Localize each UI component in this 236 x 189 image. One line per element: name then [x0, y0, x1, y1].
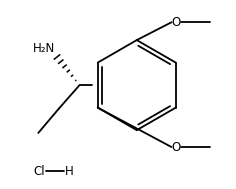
- Text: Cl: Cl: [34, 165, 45, 178]
- Text: O: O: [172, 141, 181, 153]
- Text: O: O: [172, 16, 181, 29]
- Text: H₂N: H₂N: [33, 42, 55, 55]
- Text: H: H: [64, 165, 73, 178]
